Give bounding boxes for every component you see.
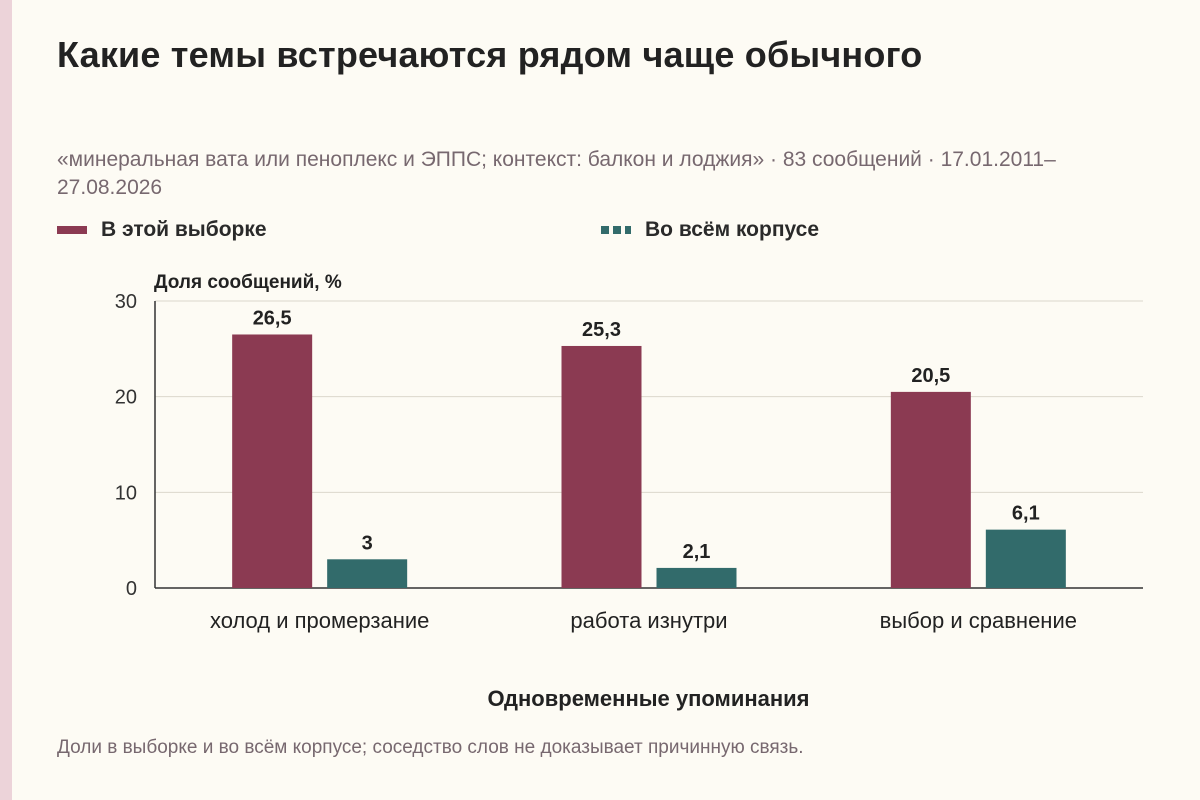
data-label-corpus: 6,1 [1012,503,1040,525]
legend-swatch-corpus [601,226,631,234]
chart-subtitle: «минеральная вата или пеноплекс и ЭППС; … [57,148,1056,199]
data-label-sample: 20,5 [911,365,950,387]
y-tick-label: 0 [126,578,137,600]
bar-sample [890,391,971,588]
y-tick-label: 10 [115,482,137,504]
x-axis-label: Одновременные упоминания [487,686,810,711]
bar-corpus [327,559,408,588]
y-axis-label: Доля сообщений, % [154,272,342,293]
bar-corpus [656,567,737,588]
accent-strip [0,0,12,800]
legend-label-corpus: Во всём корпусе [645,218,820,241]
chart-title: Какие темы встречаются рядом чаще обычно… [57,34,923,75]
y-tick-label: 30 [115,291,137,313]
x-tick-label: выбор и сравнение [880,608,1077,633]
bar-sample [561,345,642,588]
legend-swatch-sample [57,226,87,234]
bar-corpus [985,529,1066,588]
data-label-sample: 25,3 [582,319,621,341]
x-tick-label: холод и промерзание [210,608,429,633]
footnote: Доли в выборке и во всём корпусе; соседс… [57,737,804,758]
x-tick-label: работа изнутри [570,608,727,633]
data-label-corpus: 2,1 [683,541,711,563]
data-label-sample: 26,5 [253,307,292,329]
data-label-corpus: 3 [362,532,373,554]
legend-item-corpus: Во всём корпусе [601,218,819,242]
legend-item-sample: В этой выборке [57,218,267,242]
legend-label-sample: В этой выборке [101,218,267,241]
y-tick-label: 20 [115,387,137,409]
bar-sample [232,334,313,588]
legend: В этой выборке Во всём корпусе [57,218,957,248]
